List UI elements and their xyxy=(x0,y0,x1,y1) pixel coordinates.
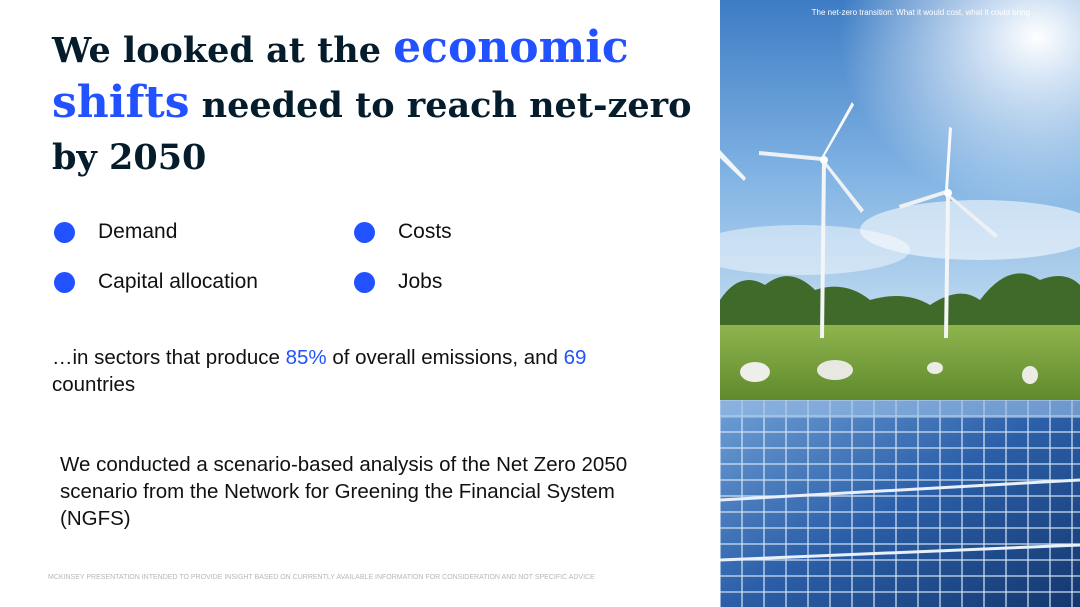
title-accent-economic: economic xyxy=(393,22,629,73)
title-accent-shifts: shifts xyxy=(52,77,190,128)
wind-turbines-solar-panels-photo-icon xyxy=(720,0,1080,607)
bullet-label: Jobs xyxy=(398,270,443,293)
bullet-label: Demand xyxy=(98,220,178,243)
sectors-middle: of overall emissions, and xyxy=(326,346,564,369)
disclaimer-footer: McKinsey presentation intended to provid… xyxy=(48,574,595,581)
slide-title: We looked at the economic shifts needed t… xyxy=(52,22,692,184)
sectors-statement: …in sectors that produce 85% of overall … xyxy=(52,344,672,398)
bullet-demand: Demand xyxy=(54,215,177,249)
photo-caption: The net-zero transition: What it would c… xyxy=(811,8,1030,17)
bullet-dot-icon xyxy=(354,271,375,293)
analysis-statement: We conducted a scenario-based analysis o… xyxy=(60,453,628,530)
sectors-suffix: countries xyxy=(52,373,136,396)
countries-count: 69 xyxy=(563,346,587,369)
bullet-capital-allocation: Capital allocation xyxy=(54,265,258,299)
bullet-costs: Costs xyxy=(354,215,452,249)
title-text-part2: needed to reach net-zero by 2050 xyxy=(52,85,692,178)
bullet-dot-icon xyxy=(354,221,375,243)
bullet-jobs: Jobs xyxy=(354,265,442,299)
bullet-dot-icon xyxy=(54,271,75,293)
title-text-part1: We looked at the xyxy=(52,30,394,71)
bullet-label: Costs xyxy=(398,220,452,243)
bullet-dot-icon xyxy=(54,221,75,243)
emissions-percent: 85% xyxy=(285,346,327,369)
sectors-prefix: …in sectors that produce xyxy=(52,346,286,369)
renewable-energy-photo: The net-zero transition: What it would c… xyxy=(720,0,1080,607)
bullet-label: Capital allocation xyxy=(98,270,258,293)
